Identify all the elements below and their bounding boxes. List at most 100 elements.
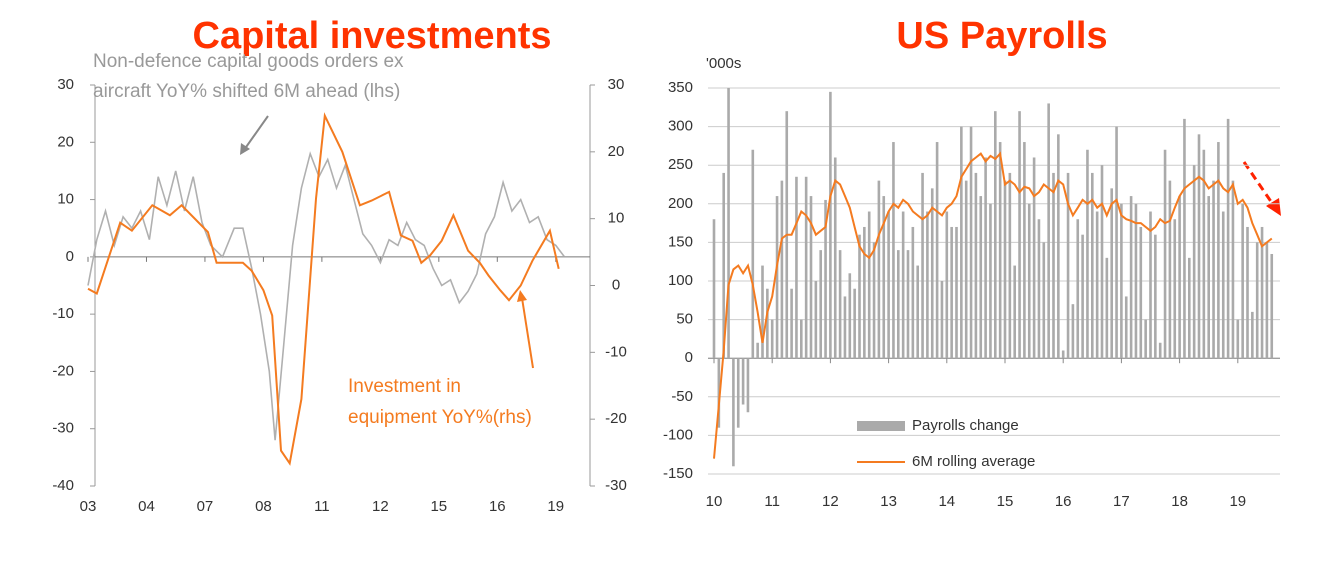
- bar: [1100, 165, 1104, 359]
- bar: [916, 265, 919, 359]
- annotation: Investment in: [348, 376, 461, 397]
- bar: [800, 319, 803, 359]
- bar: [1236, 319, 1240, 359]
- bar: [1134, 203, 1138, 359]
- y-tick-label: 200: [668, 195, 693, 212]
- x-tick-label: 11: [314, 498, 330, 515]
- bar: [722, 172, 725, 359]
- chart-title: US Payrolls: [896, 15, 1107, 57]
- x-tick-label: 07: [197, 498, 214, 515]
- y2-tick-label: 20: [608, 143, 625, 160]
- bar: [819, 250, 822, 359]
- bar: [1231, 180, 1235, 359]
- x-tick-label: 17: [1113, 493, 1130, 510]
- bar: [882, 196, 886, 359]
- annotation: aircraft YoY% shifted 6M ahead (lhs): [93, 81, 400, 102]
- bar: [756, 342, 759, 359]
- bar: [901, 211, 905, 359]
- bar: [897, 250, 900, 359]
- bar: [1168, 180, 1172, 359]
- bar: [1251, 311, 1254, 359]
- bar: [1052, 172, 1055, 359]
- bar: [741, 358, 745, 405]
- bar: [940, 281, 944, 359]
- x-tick-label: 15: [997, 493, 1014, 510]
- bar: [955, 226, 958, 359]
- bar: [887, 211, 890, 359]
- x-tick-label: 03: [80, 498, 97, 515]
- line-series: [87, 112, 560, 466]
- y2-tick-label: -10: [605, 343, 627, 360]
- x-tick-label: 16: [489, 498, 506, 515]
- bar: [1163, 149, 1167, 359]
- bar: [1221, 211, 1225, 359]
- bar: [766, 288, 769, 359]
- bar: [1003, 180, 1007, 359]
- bar: [1018, 111, 1021, 359]
- bar: [761, 265, 764, 359]
- y-tick-label: 250: [668, 156, 693, 173]
- bar: [1188, 257, 1191, 359]
- y-tick-label: -150: [663, 465, 693, 482]
- bar: [746, 358, 750, 413]
- bar: [833, 157, 837, 359]
- bar: [727, 88, 730, 359]
- bar: [1158, 342, 1162, 359]
- legend-label: 6M rolling average: [912, 453, 1035, 470]
- bar: [1027, 203, 1031, 359]
- x-tick-label: 08: [255, 498, 272, 515]
- bar: [1265, 242, 1269, 359]
- y-tick-label: -20: [52, 362, 74, 379]
- x-tick-label: 12: [372, 498, 389, 515]
- arrow: [1242, 161, 1276, 207]
- bar: [838, 250, 842, 359]
- x-tick-label: 14: [938, 493, 955, 510]
- bar: [1202, 149, 1206, 359]
- bar: [892, 142, 895, 359]
- y-tick-label: 0: [66, 248, 74, 265]
- bar: [1071, 304, 1075, 359]
- y-tick-label: 30: [57, 76, 74, 93]
- bar: [751, 149, 755, 359]
- x-tick-label: 18: [1171, 493, 1188, 510]
- arrowhead: [517, 290, 527, 302]
- bar: [930, 188, 934, 359]
- bar: [979, 196, 983, 359]
- bar: [858, 234, 861, 359]
- bar: [1037, 219, 1041, 359]
- bar: [1095, 211, 1099, 359]
- bar: [1154, 234, 1157, 359]
- bar: [960, 126, 963, 359]
- bar: [775, 196, 779, 359]
- y-tick-label: 150: [668, 233, 693, 250]
- bar: [829, 91, 832, 359]
- arrowhead: [1266, 198, 1281, 216]
- bar: [964, 180, 968, 359]
- bar: [1197, 134, 1201, 359]
- bar: [1124, 296, 1128, 359]
- y-tick-label: -50: [671, 388, 693, 405]
- line-series: [87, 151, 566, 441]
- bar: [814, 281, 818, 359]
- bar: [804, 176, 808, 359]
- bar: [1246, 226, 1249, 359]
- bar: [867, 211, 871, 359]
- bar: [994, 111, 997, 359]
- bar: [1178, 196, 1181, 359]
- y2-tick-label: -20: [605, 410, 627, 427]
- y2-tick-label: 0: [612, 276, 620, 293]
- bar: [906, 250, 910, 359]
- bar: [712, 219, 716, 359]
- bar: [1144, 319, 1147, 359]
- bar: [1081, 234, 1084, 359]
- legend-label: Payrolls change: [912, 417, 1019, 434]
- bar: [863, 226, 866, 359]
- bar: [989, 203, 992, 359]
- x-tick-label: 15: [430, 498, 447, 515]
- unit-label: '000s: [706, 55, 741, 72]
- x-tick-label: 16: [1055, 493, 1072, 510]
- bar: [1226, 118, 1230, 359]
- x-tick-label: 10: [706, 493, 723, 510]
- legend-swatch: [857, 421, 905, 431]
